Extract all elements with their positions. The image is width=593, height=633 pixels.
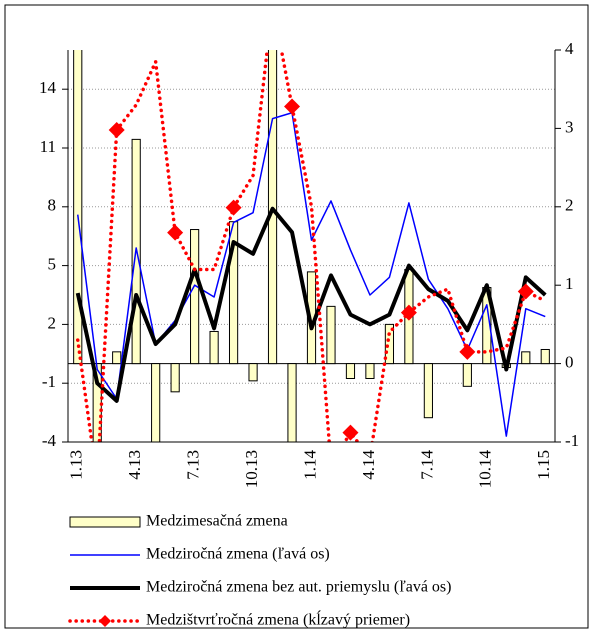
y-tick-label: -4: [42, 431, 57, 450]
legend-label: Medziročná zmena (ľavá os): [146, 546, 330, 563]
x-tick-label: 10.14: [476, 450, 495, 489]
x-tick-label: 7.14: [417, 450, 436, 480]
marker: [459, 343, 476, 360]
bar: [326, 305, 336, 365]
marker: [167, 224, 184, 241]
y-tick-label: 14: [39, 78, 57, 97]
y2-tick-label: 1: [565, 274, 574, 293]
bar: [151, 363, 161, 442]
y-tick-label: 5: [48, 255, 57, 274]
bar: [170, 363, 180, 393]
bar: [267, 50, 278, 365]
bar: [540, 348, 550, 365]
bar: [112, 351, 122, 365]
bar: [345, 363, 356, 379]
x-tick-label: 10.13: [242, 450, 261, 488]
marker: [284, 98, 301, 115]
y2-tick-label: 4: [565, 39, 574, 58]
frame: [4, 4, 589, 629]
marker: [342, 424, 359, 441]
marker: [400, 304, 417, 321]
marker: [108, 121, 125, 138]
x-tick-label: 7.13: [184, 450, 203, 480]
legend-label: Medziročná zmena bez aut. priemyslu (ľav…: [146, 579, 451, 596]
bar: [248, 363, 258, 382]
bar: [384, 323, 395, 365]
x-tick-label: 1.15: [534, 450, 553, 480]
bar: [209, 330, 219, 365]
legend-marker: [99, 615, 111, 627]
y-tick-label: 2: [48, 313, 57, 332]
bar: [73, 50, 83, 365]
x-tick-label: 1.13: [67, 450, 86, 480]
legend: Medzimesačná zmena Medziročná zmena (ľavá…: [68, 513, 451, 629]
marker: [225, 199, 242, 216]
marker: [517, 283, 534, 300]
y2-tick-label: 3: [565, 117, 574, 136]
plot-area: [68, 50, 555, 442]
y2-tick-label: 0: [565, 353, 574, 372]
legend-label: Medzištvrťročná zmena (kĺzavý priemer): [146, 610, 410, 629]
bar: [190, 229, 200, 365]
y2-tick-label: 2: [565, 196, 574, 215]
y-tick-label: -1: [42, 372, 56, 391]
y-tick-label: 8: [48, 196, 57, 215]
bar: [423, 363, 433, 419]
x-tick-label: 4.13: [125, 450, 144, 480]
bar: [462, 363, 472, 387]
legend-swatch: [69, 516, 141, 528]
bar: [287, 363, 297, 442]
x-tick-label: 4.14: [359, 450, 378, 480]
y-tick-label: 11: [40, 137, 56, 156]
legend-label: Medzimesačná zmena: [146, 513, 288, 530]
y2-tick-label: -1: [565, 431, 579, 450]
x-tick-label: 1.14: [300, 450, 319, 480]
bar: [365, 363, 375, 379]
line: [75, 206, 547, 403]
axes: -4 -1 2 5 8 11 14 -1 0 1 2 3 4 1.13 4.13 7.13 10.13 1.14 4…: [39, 39, 579, 488]
bar: [521, 351, 531, 365]
